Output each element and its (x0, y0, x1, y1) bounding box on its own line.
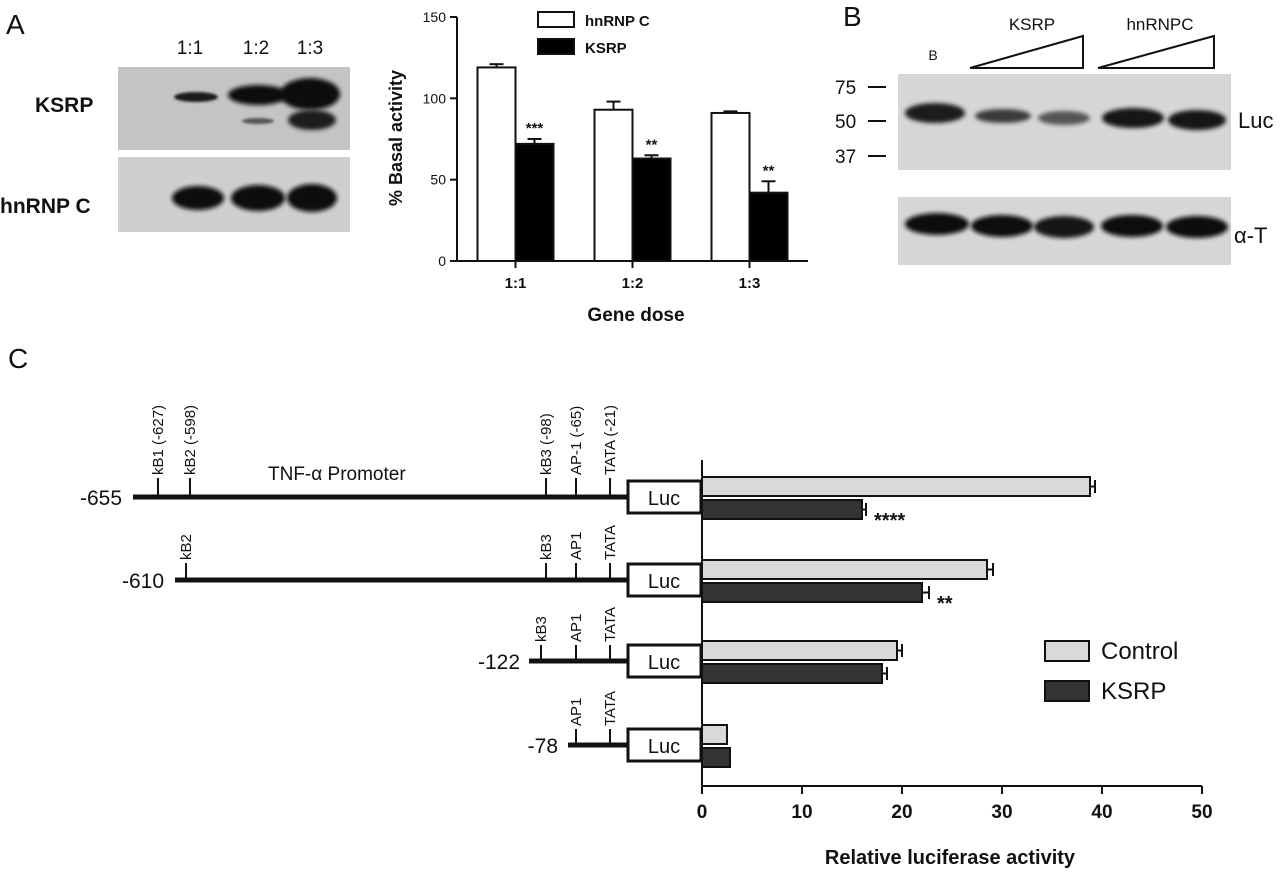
blot-b-label-luc: Luc (1238, 108, 1273, 133)
blot-b-marker-label: 75 (835, 78, 856, 99)
blot-b-hnrnpc-dose-wedge (1097, 34, 1215, 69)
chart-a-bar (476, 66, 517, 262)
chart-a-bar (514, 142, 555, 263)
promoter-start-label: -122 (478, 651, 520, 674)
chart-a-legend-swatch (537, 38, 575, 55)
chart-a-category-label: 1:1 (505, 275, 527, 292)
chart-c-bar (701, 559, 988, 580)
luc-box (626, 727, 703, 763)
chart-a-category-label: 1:2 (622, 275, 644, 292)
chart-c-xtick-label: 30 (991, 802, 1012, 823)
promoter-site-label: kB3 (533, 616, 550, 642)
chart-c-xtick-label: 50 (1191, 802, 1212, 823)
chart-c-bar (701, 747, 731, 768)
chart-a-bar (631, 157, 672, 263)
panel-a-letter: A (6, 9, 25, 40)
chart-c-xtick-label: 40 (1091, 802, 1112, 823)
chart-c-xtick-label: 20 (891, 802, 912, 823)
promoter-start-label: -78 (528, 735, 558, 758)
blot-b-luc-membrane (898, 74, 1231, 170)
chart-c-legend-swatch (1044, 640, 1090, 662)
promoter-site-label: kB2 (-598) (182, 405, 199, 475)
luc-box-label: Luc (648, 571, 680, 593)
promoter-site-label: kB3 (538, 534, 555, 560)
blot-b-ksrp-dose-wedge (969, 34, 1084, 69)
promoter-site-label: TATA (602, 691, 619, 726)
blot-b-lane-label-basal: B (928, 47, 937, 63)
chart-a-ytick-label: 0 (438, 253, 446, 269)
chart-c-significance-label: **** (874, 510, 905, 532)
chart-c-bar (701, 582, 923, 603)
promoter-constructs: -655 kB1 (-627) kB2 (-598) kB3 (-98) AP-1 (-… (80, 405, 703, 763)
chart-a-ytick-label: 150 (423, 9, 447, 25)
promoter-site-label: AP1 (568, 532, 585, 560)
chart-c-legend-label: Control (1101, 638, 1178, 665)
chart-c-bar (701, 663, 883, 684)
panel-a-bar-chart: % Basal activity Gene dose 0 50 100 150 1:1 *… (386, 9, 808, 326)
chart-a-legend-label: KSRP (585, 40, 627, 57)
chart-a-ylabel: % Basal activity (386, 70, 406, 206)
blot-b-tubulin-membrane (898, 197, 1231, 265)
blot-b-label-tubulin: α-T (1234, 223, 1267, 248)
luc-box (626, 562, 703, 598)
chart-c-xlabel: Relative luciferase activity (825, 847, 1076, 869)
blot-a-lane-label: 1:2 (243, 38, 269, 59)
chart-c-significance-label: ** (937, 593, 953, 615)
blot-b-group-label-hnrnpc: hnRNPC (1126, 15, 1193, 34)
chart-c-bar (701, 640, 898, 661)
luc-box-label: Luc (648, 488, 680, 510)
promoter-site-label: AP1 (568, 698, 585, 726)
promoter-start-label: -655 (80, 487, 122, 510)
chart-a-ytick-label: 50 (430, 172, 446, 188)
chart-c-bar (701, 724, 728, 745)
chart-a-significance-label: *** (526, 120, 544, 137)
chart-c-bar (701, 499, 863, 520)
promoter-site-label: kB3 (-98) (538, 413, 555, 475)
blot-a-row-label-ksrp: KSRP (35, 94, 93, 117)
promoter-site-label: TATA (602, 607, 619, 642)
chart-a-bar (748, 191, 789, 262)
blot-b-marker-label: 50 (835, 112, 856, 133)
chart-a-ytick-label: 100 (423, 90, 447, 106)
promoter-site-label: TATA (-21) (602, 405, 619, 475)
blot-b-marker-label: 37 (835, 147, 856, 168)
chart-a-legend-label: hnRNP C (585, 13, 650, 30)
chart-a-bar (593, 108, 634, 262)
blot-a-ksrp-membrane (118, 67, 350, 150)
promoter-site-label: kB2 (178, 534, 195, 560)
panel-c-letter: C (8, 343, 28, 374)
blot-a-lane-label: 1:1 (177, 38, 203, 59)
luc-box-label: Luc (648, 652, 680, 674)
chart-a-significance-label: ** (763, 162, 775, 179)
chart-a-bar (710, 111, 751, 263)
chart-a-xlabel: Gene dose (587, 305, 684, 326)
blot-b-markers: 75 50 37 (835, 78, 886, 168)
blot-a-row-label-hnrnpc: hnRNP C (0, 195, 91, 218)
blot-a-lane-label: 1:3 (297, 38, 323, 59)
chart-a-category-label: 1:3 (739, 275, 761, 292)
promoter-title: TNF-α Promoter (268, 464, 406, 485)
chart-a-significance-label: ** (646, 136, 658, 153)
panel-b-letter: B (843, 1, 862, 32)
promoter-start-label: -610 (122, 570, 164, 593)
chart-c-xtick-label: 10 (791, 802, 812, 823)
luc-box-label: Luc (648, 736, 680, 758)
luc-box (626, 479, 703, 515)
blot-b-group-label-ksrp: KSRP (1009, 15, 1055, 34)
promoter-site-label: kB1 (-627) (150, 405, 167, 475)
chart-c-legend-label: KSRP (1101, 678, 1166, 705)
chart-c-legend-swatch (1044, 680, 1090, 702)
panel-c-bar-chart: Relative luciferase activity 0 10 20 30 40 50… (697, 460, 1213, 869)
blot-a-hnrnpc-membrane (118, 157, 350, 232)
chart-a-legend-swatch (537, 11, 575, 28)
chart-c-xtick-label: 0 (697, 802, 708, 823)
chart-c-bar (701, 476, 1091, 497)
promoter-site-label: TATA (602, 525, 619, 560)
blot-a-lane-labels: 1:1 1:2 1:3 (177, 38, 323, 59)
promoter-site-label: AP-1 (-65) (568, 406, 585, 475)
promoter-site-label: AP1 (568, 614, 585, 642)
